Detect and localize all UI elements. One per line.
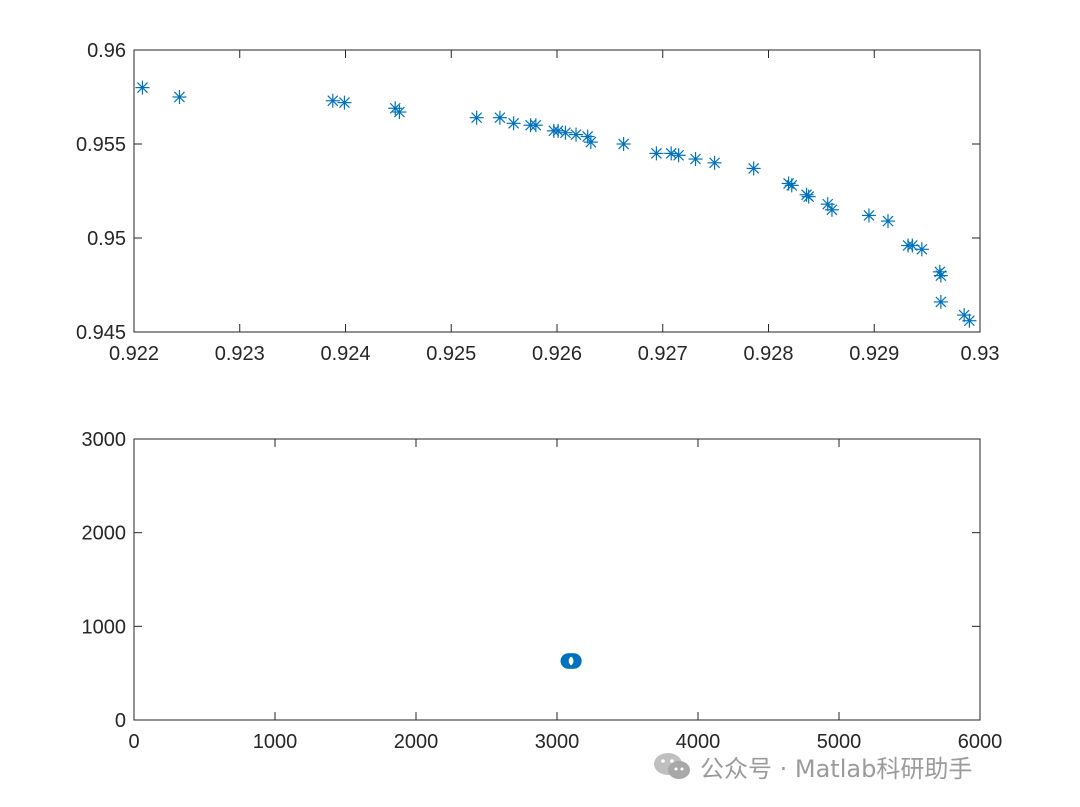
watermark: 公众号 · Matlab科研助手 (652, 748, 972, 784)
bottom-x-tick-label: 5000 (817, 731, 862, 753)
top-data-point (172, 90, 187, 104)
top-data-point (801, 189, 816, 204)
top-x-tick-label: 0.922 (109, 343, 159, 365)
top-data-point (962, 313, 977, 328)
top-scatter-plot: 0.922 0.923 0.924 0.925 0.926 0.927 0.928 0.929… (76, 40, 1000, 365)
bottom-y-ticks: 0 1000 2000 3000 (82, 429, 980, 732)
top-data-point (580, 129, 595, 144)
top-x-ticks: 0.922 0.923 0.924 0.925 0.926 0.927 0.928 0.929… (109, 50, 1000, 365)
bottom-axes-box (133, 438, 981, 721)
wechat-icon (654, 753, 690, 779)
bottom-y-tick-label: 2000 (82, 523, 127, 545)
bottom-y-tick-label: 3000 (82, 429, 127, 451)
top-data-point (649, 146, 664, 161)
top-axes-box (133, 49, 981, 333)
top-data-point (933, 268, 948, 283)
bottom-x-tick-label: 6000 (958, 731, 1003, 753)
top-data-point (558, 125, 573, 140)
top-x-tick-label: 0.928 (743, 343, 793, 365)
top-data-point (492, 110, 507, 125)
top-data-point (528, 118, 543, 133)
top-data-point (506, 116, 521, 131)
top-data-point (569, 127, 584, 142)
top-data-points (135, 80, 977, 328)
top-x-tick-label: 0.923 (215, 343, 265, 365)
top-x-tick-label: 0.93 (961, 343, 1000, 365)
bottom-data-points (560, 653, 582, 669)
bottom-x-tick-label: 1000 (253, 731, 298, 753)
top-y-tick-label: 0.95 (87, 228, 126, 250)
top-y-tick-label: 0.96 (87, 40, 126, 62)
top-data-point (671, 148, 686, 163)
watermark-text: 公众号 · Matlab科研助手 (700, 754, 973, 783)
top-x-tick-label: 0.924 (320, 343, 370, 365)
top-data-point (688, 152, 703, 167)
top-x-tick-label: 0.927 (638, 343, 688, 365)
bottom-x-ticks: 0 1000 2000 3000 4000 5000 6000 (128, 439, 1002, 753)
top-data-point (551, 123, 566, 138)
top-data-point (664, 146, 679, 161)
bottom-y-tick-label: 0 (115, 710, 126, 732)
top-data-point (820, 197, 835, 212)
bottom-data-point (566, 653, 582, 669)
top-data-point (914, 242, 929, 257)
top-data-point (469, 110, 484, 125)
top-data-point (337, 95, 352, 110)
top-data-point (905, 238, 920, 253)
top-data-point (392, 105, 407, 120)
top-data-point (746, 161, 761, 176)
top-data-point (616, 137, 631, 151)
top-data-point (707, 155, 722, 170)
top-y-ticks: 0.945 0.95 0.955 0.96 (76, 40, 980, 344)
top-data-point (583, 135, 598, 150)
bottom-y-tick-label: 1000 (82, 616, 127, 638)
bottom-scatter-plot: 0 1000 2000 3000 4000 5000 6000 0 1000 2000 3000 (82, 429, 1003, 753)
top-data-point (824, 202, 839, 217)
bottom-x-tick-label: 2000 (394, 731, 439, 753)
top-data-point (135, 80, 150, 95)
top-y-tick-label: 0.955 (76, 134, 126, 156)
top-data-point (880, 214, 895, 229)
top-y-tick-label: 0.945 (76, 322, 126, 344)
top-data-point (933, 294, 948, 309)
top-x-tick-label: 0.926 (532, 343, 582, 365)
top-x-tick-label: 0.929 (849, 343, 899, 365)
top-x-tick-label: 0.925 (426, 343, 476, 365)
bottom-x-tick-label: 3000 (535, 731, 580, 753)
bottom-x-tick-label: 4000 (676, 731, 721, 753)
bottom-x-tick-label: 0 (128, 731, 139, 753)
top-data-point (325, 93, 340, 108)
top-data-point (861, 208, 876, 223)
top-data-point (784, 178, 799, 193)
